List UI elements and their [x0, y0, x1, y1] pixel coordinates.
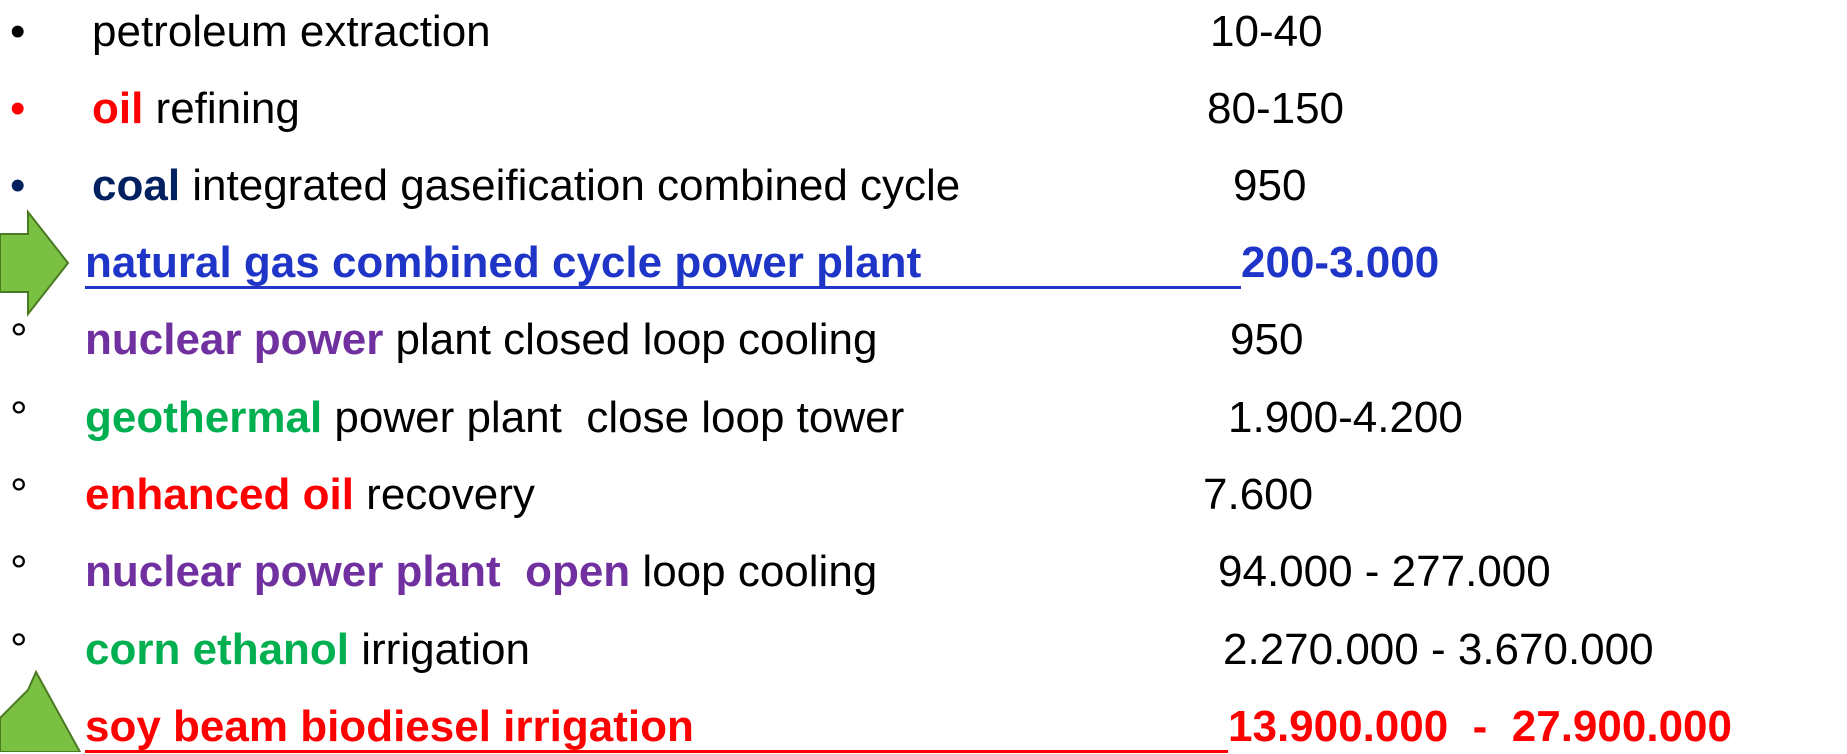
label: nuclear power plant open loop cooling — [85, 545, 877, 599]
label-text: recovery — [353, 470, 535, 519]
value: 10-40 — [1210, 7, 1323, 56]
arrow — [0, 209, 70, 317]
label-text: loop cooling — [630, 547, 878, 596]
arrow — [0, 669, 82, 752]
label-highlight: oil — [92, 84, 144, 133]
value: 950 — [1233, 161, 1307, 210]
label-highlight: nuclear power plant open — [85, 547, 631, 596]
label-highlight: corn ethanol — [85, 625, 350, 674]
label-text: plant closed loop cooling — [383, 315, 878, 364]
label-text: integrated gaseification combined cycle — [180, 161, 961, 210]
label: natural gas combined cycle power plant — [85, 238, 922, 287]
value: 1.900-4.200 — [1228, 393, 1463, 442]
label: nuclear power plant closed loop cooling — [85, 313, 877, 367]
bullet: ° — [10, 315, 28, 364]
value: 13.900.000 - 27.900.000 — [1228, 702, 1732, 751]
label-text: irrigation — [349, 625, 530, 674]
underline — [85, 286, 1241, 289]
label-highlight: enhanced oil — [85, 470, 354, 519]
bullet: • — [10, 7, 26, 56]
bullet: • — [10, 84, 26, 133]
label-text: power plant close loop tower — [322, 393, 905, 442]
value: 2.270.000 - 3.670.000 — [1223, 625, 1654, 674]
bullet: ° — [10, 393, 28, 442]
label-text: refining — [143, 84, 300, 133]
label-highlight: nuclear power — [85, 315, 384, 364]
label: oil refining — [92, 82, 300, 136]
label: soy beam biodiesel irrigation — [85, 702, 694, 751]
bullet: ° — [10, 625, 28, 674]
label: petroleum extraction — [92, 7, 491, 56]
bullet: ° — [10, 547, 28, 596]
bullet: ° — [10, 470, 28, 519]
value: 200-3.000 — [1241, 238, 1440, 287]
bullet: • — [10, 161, 26, 210]
value: 7.600 — [1203, 470, 1314, 519]
value: 94.000 - 277.000 — [1218, 547, 1551, 596]
label: geothermal power plant close loop tower — [85, 391, 904, 445]
label-highlight: geothermal — [85, 393, 323, 442]
label-highlight: coal — [92, 161, 181, 210]
label: enhanced oil recovery — [85, 468, 535, 522]
value: 80-150 — [1207, 84, 1345, 133]
label: coal integrated gaseification combined c… — [92, 159, 960, 213]
label: corn ethanol irrigation — [85, 623, 530, 677]
value: 950 — [1230, 315, 1304, 364]
